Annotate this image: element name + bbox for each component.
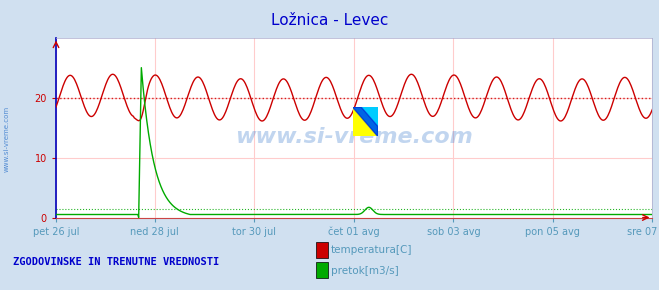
Text: www.si-vreme.com: www.si-vreme.com [3, 106, 10, 172]
Polygon shape [353, 107, 378, 136]
Polygon shape [353, 107, 378, 136]
Text: Ložnica - Levec: Ložnica - Levec [271, 13, 388, 28]
Text: temperatura[C]: temperatura[C] [331, 245, 413, 255]
Text: ZGODOVINSKE IN TRENUTNE VREDNOSTI: ZGODOVINSKE IN TRENUTNE VREDNOSTI [13, 257, 219, 267]
Polygon shape [353, 107, 378, 136]
Text: pretok[m3/s]: pretok[m3/s] [331, 266, 399, 275]
Text: www.si-vreme.com: www.si-vreme.com [235, 127, 473, 146]
